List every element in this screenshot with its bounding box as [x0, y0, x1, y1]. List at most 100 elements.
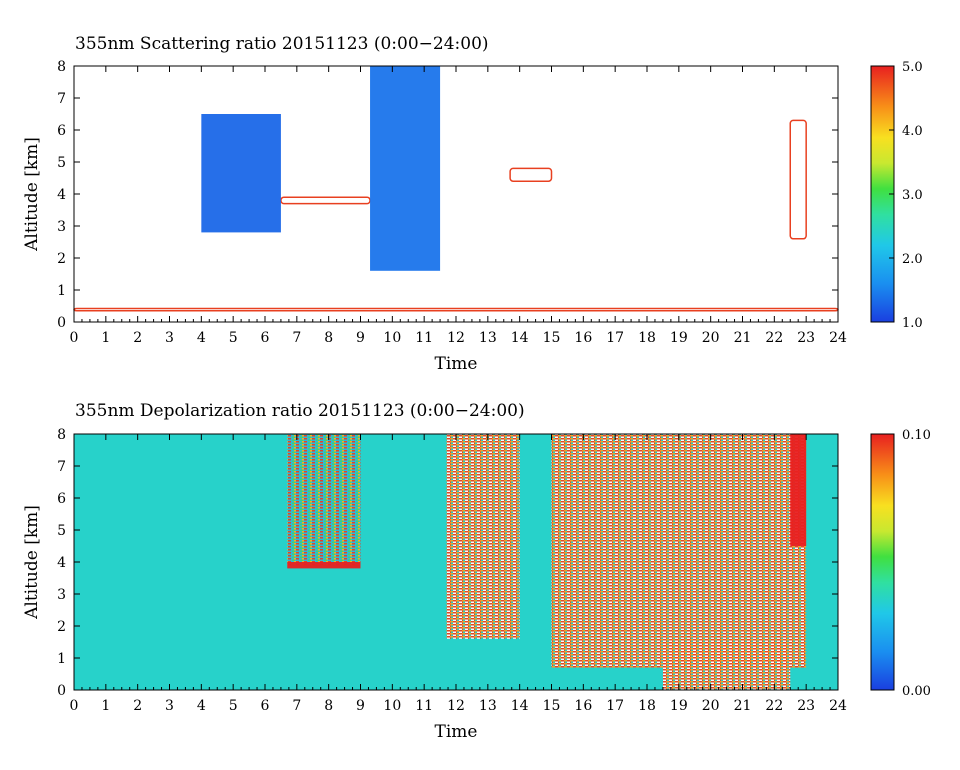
- scattering-feature: [73, 307, 839, 312]
- scattering-colorbar-label: 3.0: [902, 188, 923, 203]
- scattering-x-tick-label: 7: [292, 330, 301, 346]
- depolarization-x-tick-label: 20: [702, 698, 720, 714]
- depolarization-colorbar-label: 0.10: [902, 428, 931, 443]
- depolarization-x-tick-label: 2: [133, 698, 142, 714]
- depolarization-ratio-panel: 355nm Depolarization ratio 20151123 (0:0…: [22, 401, 931, 742]
- scattering-x-tick-label: 24: [829, 330, 847, 346]
- depolarization-x-tick-label: 8: [324, 698, 333, 714]
- depolarization-x-tick-label: 15: [543, 698, 561, 714]
- depolarization-x-axis-label: Time: [435, 722, 478, 742]
- scattering-y-tick-label: 0: [57, 315, 66, 331]
- scattering-x-tick-label: 17: [606, 330, 624, 346]
- depolarization-x-tick-label: 5: [229, 698, 238, 714]
- scattering-y-ticks: 0 1 2 3 4 5 6 7 8: [57, 59, 838, 331]
- scattering-feature: [370, 66, 441, 271]
- scattering-x-tick-label: 2: [133, 330, 142, 346]
- scattering-x-tick-label: 21: [734, 330, 752, 346]
- scattering-feature: [201, 114, 281, 233]
- scattering-colorbar-label: 2.0: [902, 252, 923, 267]
- scattering-x-tick-label: 19: [670, 330, 688, 346]
- scattering-x-tick-label: 0: [70, 330, 79, 346]
- depolarization-x-tick-label: 23: [797, 698, 815, 714]
- scattering-x-tick-label: 18: [638, 330, 656, 346]
- scattering-x-tick-label: 13: [479, 330, 497, 346]
- depolarization-x-tick-label: 1: [101, 698, 110, 714]
- scattering-y-tick-label: 7: [57, 91, 66, 107]
- scattering-y-tick-label: 6: [57, 123, 66, 139]
- scattering-x-ticks: 0 1 2 3 4 5 6 7 8 9 10 11 12 13 14 15 16 17 18 19 20 21 22 23 24: [70, 66, 847, 346]
- depolarization-x-tick-label: 13: [479, 698, 497, 714]
- depolarization-y-ticks: 0 1 2 3 4 5 6 7 8: [57, 427, 838, 699]
- depolarization-x-tick-label: 3: [165, 698, 174, 714]
- depolarization-x-tick-label: 4: [197, 698, 206, 714]
- depolarization-x-tick-label: 17: [606, 698, 624, 714]
- depolarization-x-tick-label: 11: [415, 698, 433, 714]
- depolarization-x-tick-label: 0: [70, 698, 79, 714]
- depolarization-feature: [446, 434, 520, 639]
- scattering-x-axis-label: Time: [435, 354, 478, 374]
- depolarization-x-tick-label: 18: [638, 698, 656, 714]
- scattering-x-tick-label: 20: [702, 330, 720, 346]
- scattering-y-tick-label: 2: [57, 251, 66, 267]
- scattering-x-tick-label: 9: [356, 330, 365, 346]
- scattering-y-tick-label: 5: [57, 155, 66, 171]
- depolarization-x-tick-label: 22: [765, 698, 783, 714]
- depolarization-x-tick-label: 21: [734, 698, 752, 714]
- scattering-x-tick-label: 22: [765, 330, 783, 346]
- depolarization-colorbar-label: 0.00: [902, 684, 931, 699]
- scattering-colorbar-labels: 1.0 2.0 3.0 4.0 5.0: [889, 60, 923, 331]
- depolarization-features: [287, 434, 807, 690]
- depolarization-colorbar-labels: 0.00 0.10: [889, 428, 931, 699]
- depolarization-feature: [551, 434, 807, 668]
- depolarization-feature: [287, 434, 361, 566]
- depolarization-x-tick-label: 14: [511, 698, 529, 714]
- scattering-plot-background: [74, 66, 838, 322]
- scattering-x-tick-label: 10: [383, 330, 401, 346]
- scattering-colorbar-label: 5.0: [902, 60, 923, 75]
- depolarization-ratio-title: 355nm Depolarization ratio 20151123 (0:0…: [75, 401, 525, 421]
- depolarization-x-tick-label: 24: [829, 698, 847, 714]
- depolarization-x-tick-label: 19: [670, 698, 688, 714]
- depolarization-y-tick-label: 8: [57, 427, 66, 443]
- scattering-features: [73, 66, 839, 312]
- scattering-y-tick-label: 1: [57, 283, 66, 299]
- depolarization-x-tick-label: 12: [447, 698, 465, 714]
- scattering-ratio-title: 355nm Scattering ratio 20151123 (0:00−24…: [75, 34, 489, 54]
- depolarization-y-tick-label: 7: [57, 459, 66, 475]
- scattering-y-tick-label: 4: [57, 187, 66, 203]
- depolarization-x-ticks: 0 1 2 3 4 5 6 7 8 9 10 11 12 13 14 15 16 17 18 19 20 21 22 23 24: [70, 434, 847, 714]
- depolarization-x-tick-label: 7: [292, 698, 301, 714]
- depolarization-x-tick-label: 10: [383, 698, 401, 714]
- scattering-x-tick-label: 5: [229, 330, 238, 346]
- scattering-x-tick-label: 1: [101, 330, 110, 346]
- scattering-y-tick-label: 8: [57, 59, 66, 75]
- depolarization-x-tick-label: 6: [261, 698, 270, 714]
- scattering-y-axis-label: Altitude [km]: [22, 137, 42, 252]
- scattering-feature: [509, 167, 553, 182]
- scattering-feature: [280, 196, 371, 205]
- scattering-x-tick-label: 15: [543, 330, 561, 346]
- depolarization-y-tick-label: 1: [57, 651, 66, 667]
- scattering-x-tick-label: 6: [261, 330, 270, 346]
- scattering-colorbar-label: 1.0: [902, 316, 923, 331]
- depolarization-feature: [662, 642, 791, 690]
- scattering-x-tick-label: 4: [197, 330, 206, 346]
- scattering-x-tick-label: 11: [415, 330, 433, 346]
- scattering-x-tick-label: 16: [574, 330, 592, 346]
- depolarization-y-axis-label: Altitude [km]: [22, 505, 42, 620]
- depolarization-y-tick-label: 2: [57, 619, 66, 635]
- scattering-x-tick-label: 8: [324, 330, 333, 346]
- depolarization-colorbar: [870, 433, 895, 691]
- scattering-x-tick-label: 23: [797, 330, 815, 346]
- depolarization-y-tick-label: 6: [57, 491, 66, 507]
- depolarization-x-tick-label: 9: [356, 698, 365, 714]
- depolarization-y-tick-label: 5: [57, 523, 66, 539]
- scattering-colorbar-label: 4.0: [902, 124, 923, 139]
- depolarization-y-tick-label: 4: [57, 555, 66, 571]
- depolarization-x-tick-label: 16: [574, 698, 592, 714]
- depolarization-y-tick-label: 3: [57, 587, 66, 603]
- scattering-feature: [789, 119, 807, 240]
- depolarization-feature: [287, 562, 361, 569]
- depolarization-y-tick-label: 0: [57, 683, 66, 699]
